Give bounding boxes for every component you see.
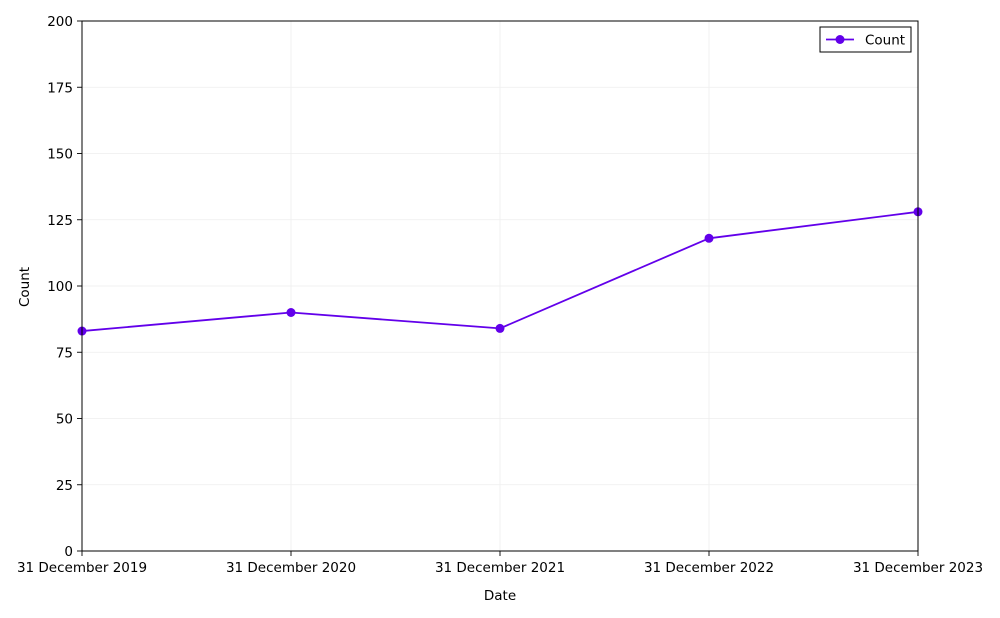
y-axis-label: Count: [17, 267, 33, 307]
y-axis-ticks: 0 25 50 75 100 125 150 175 200: [47, 14, 82, 560]
y-tick-label: 125: [47, 213, 73, 229]
y-tick-label: 0: [64, 544, 73, 560]
data-point: [704, 233, 714, 243]
x-axis-ticks: 31 December 2019 31 December 2020 31 Decem…: [17, 551, 983, 576]
legend: Count: [819, 26, 912, 53]
y-tick-label: 200: [47, 14, 73, 30]
legend-marker: [835, 35, 845, 44]
data-point: [286, 308, 296, 317]
x-tick-label: 31 December 2021: [435, 560, 565, 576]
x-tick-label: 31 December 2019: [17, 560, 147, 576]
x-tick-label: 31 December 2020: [226, 560, 356, 576]
x-tick-label: 31 December 2023: [853, 560, 983, 576]
x-tick-label: 31 December 2022: [644, 560, 774, 576]
y-tick-label: 100: [47, 279, 73, 295]
y-tick-label: 50: [56, 412, 73, 428]
x-axis-label: Date: [484, 588, 516, 604]
y-tick-label: 25: [56, 478, 73, 494]
legend-entry-count: Count: [865, 33, 905, 49]
y-tick-label: 175: [47, 80, 73, 96]
data-point: [495, 323, 505, 333]
y-tick-label: 150: [47, 147, 73, 163]
y-tick-label: 75: [56, 345, 73, 361]
